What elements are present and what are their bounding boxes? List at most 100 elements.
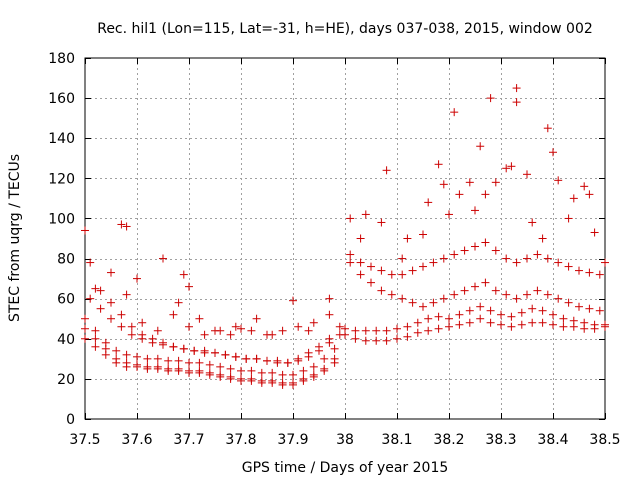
data-point [585,304,594,313]
data-point [601,258,609,267]
data-point [159,254,167,263]
y-tick-labels: 0 20 40 60 80 100 120 140 160 180 [48,51,75,428]
data-point [153,364,162,373]
data-point [554,258,563,267]
data-point [226,374,235,383]
axis-ticks [85,58,606,420]
data-point [200,346,209,355]
data-point [231,322,240,331]
data-point [502,290,511,299]
x-tick-label: 38.5 [589,432,620,448]
data-point [413,318,422,327]
data-point [169,310,178,319]
data-point [538,234,547,243]
data-point [528,218,537,227]
data-point [107,314,115,323]
data-point [315,346,323,355]
y-tick-label: 0 [66,412,75,428]
data-point [538,318,547,327]
data-point [133,362,141,371]
data-point [569,316,578,325]
y-tick-label: 40 [57,332,75,348]
data-point [185,358,193,367]
data-point [237,324,245,333]
data-point [361,326,370,335]
data-point [325,310,334,319]
data-point [424,326,433,335]
data-point [465,318,474,327]
data-point [205,360,214,369]
data-point [263,356,271,365]
data-point [408,298,417,307]
data-point [351,326,360,335]
data-point [122,350,131,359]
data-point [569,194,578,203]
data-point [455,310,464,319]
data-point [335,322,344,331]
data-point [268,378,277,387]
data-point [91,334,100,343]
x-tick-label: 37.7 [173,432,204,448]
data-point [429,298,438,307]
data-point [185,322,193,331]
data-point [367,278,375,287]
data-points [81,84,609,389]
data-point [351,334,360,343]
y-tick-label: 120 [48,171,75,187]
data-point [122,222,131,231]
data-point [190,346,199,355]
y-axis-label: STEC from uqrg / TECUs [7,154,23,322]
data-point [382,336,391,345]
data-point [502,164,511,173]
x-tick-labels: 37.5 37.6 37.7 37.8 37.9 38 38.1 38.2 38.3 38.4 38… [69,432,620,448]
data-point [377,286,386,295]
x-tick-label: 37.6 [121,432,152,448]
data-point [127,330,136,339]
x-tick-label: 37.9 [277,432,308,448]
data-point [81,226,89,235]
data-point [91,284,100,293]
data-point [320,366,329,375]
data-point [434,312,443,321]
data-point [195,314,204,323]
data-point [419,230,427,239]
data-point [174,298,183,307]
data-point [476,314,485,323]
data-point [491,286,500,295]
data-point [585,268,594,277]
data-point [564,214,573,223]
data-point [174,366,183,375]
data-point [247,376,256,385]
data-point [112,358,121,367]
data-point [517,320,526,329]
data-point [320,354,329,363]
data-point [517,308,526,317]
data-point [361,336,370,345]
data-point [226,364,235,373]
data-point [330,358,339,367]
data-point [491,178,500,187]
data-point [294,322,303,331]
data-point [439,294,448,303]
data-point [481,190,490,199]
data-point [413,328,422,337]
x-tick-label: 37.8 [225,432,256,448]
data-point [237,376,245,385]
data-point [325,294,334,303]
data-point [403,234,412,243]
data-point [460,286,469,295]
data-point [174,356,183,365]
data-point [237,366,245,375]
data-point [486,306,495,315]
data-point [523,290,531,299]
data-point [382,326,391,335]
data-point [439,180,448,189]
data-point [393,324,401,333]
data-point [252,314,261,323]
data-point [86,294,95,303]
data-point [543,124,552,133]
data-point [523,170,531,179]
data-point [575,302,583,311]
data-point [476,302,485,311]
